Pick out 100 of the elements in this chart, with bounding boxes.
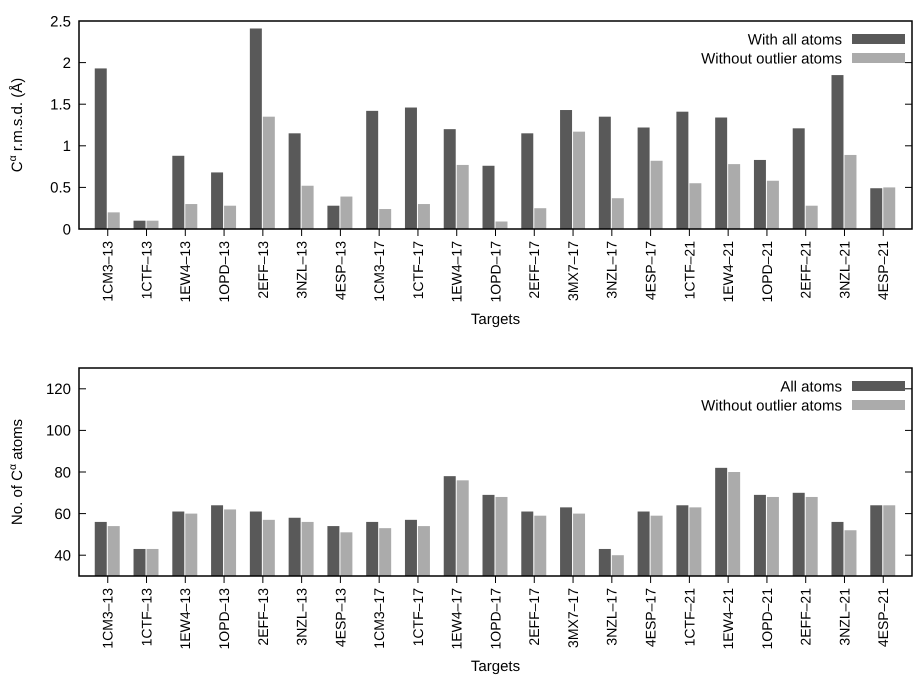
bar xyxy=(94,68,107,229)
bar xyxy=(172,156,184,229)
x-axis-title: Targets xyxy=(470,658,520,675)
legend-label: Without outlier atoms xyxy=(701,50,842,68)
bar xyxy=(754,160,766,229)
bar xyxy=(496,222,508,229)
x-tick-label: 4ESP–13 xyxy=(332,240,348,300)
x-tick-label: 1CM3–13 xyxy=(100,588,116,649)
x-tick-label: 2EFF–21 xyxy=(798,240,814,299)
legend-label: With all atoms xyxy=(748,31,842,48)
y-tick-label: 60 xyxy=(54,506,71,523)
x-tick-label: 3MX7–17 xyxy=(564,588,581,648)
bar xyxy=(573,132,586,229)
bar xyxy=(650,160,663,229)
bar xyxy=(766,180,779,229)
x-tick-label: 2EFF–13 xyxy=(254,240,271,299)
y-tick-label: 0.5 xyxy=(50,180,71,197)
x-tick-label: 1EW4–17 xyxy=(448,588,465,650)
bar xyxy=(883,187,896,229)
bar xyxy=(134,220,146,229)
bar xyxy=(806,206,818,229)
bar xyxy=(444,129,456,229)
bar xyxy=(831,75,844,229)
bar xyxy=(340,196,352,229)
bar xyxy=(288,133,301,229)
bar xyxy=(456,164,469,229)
x-tick-label: 1EW4–13 xyxy=(177,588,194,650)
bar xyxy=(146,220,159,229)
x-tick-label: 1CTF–17 xyxy=(410,240,426,300)
x-tick-label: 1OPD–13 xyxy=(216,240,232,302)
x-tick-label: 1CM3–13 xyxy=(100,240,116,302)
bar xyxy=(598,116,611,229)
x-tick-label: 1CTF–17 xyxy=(410,588,426,646)
x-tick-label: 1OPD–21 xyxy=(758,588,775,650)
bar xyxy=(521,133,534,229)
y-tick-label: 2.5 xyxy=(50,13,71,30)
x-tick-label: 1EW4–17 xyxy=(448,240,465,302)
y-tick-label: 100 xyxy=(46,422,71,440)
y-tick-label: 40 xyxy=(54,547,71,564)
bar xyxy=(366,110,378,229)
bar xyxy=(482,166,494,229)
x-tick-label: 1OPD–13 xyxy=(216,588,232,650)
x-tick-label: 3NZL–13 xyxy=(294,588,310,646)
bar xyxy=(379,209,392,229)
bar xyxy=(262,116,275,229)
bar xyxy=(870,188,882,229)
x-tick-label: 1CTF–21 xyxy=(681,588,698,646)
x-tick-label: 4ESP–13 xyxy=(332,588,348,648)
bar xyxy=(676,112,688,229)
bar xyxy=(108,212,120,229)
x-axis-title: Targets xyxy=(470,311,520,328)
x-tick-label: 3NZL–21 xyxy=(836,240,852,299)
bar xyxy=(534,208,546,229)
y-tick-label: 1 xyxy=(62,138,71,156)
x-tick-label: 1OPD–17 xyxy=(487,240,504,302)
y-tick-label: 80 xyxy=(54,464,71,482)
bar xyxy=(612,198,624,229)
legend-label: Without outlier atoms xyxy=(701,397,842,414)
x-tick-label: 1EW4–21 xyxy=(720,240,736,302)
bar xyxy=(715,118,728,229)
bar xyxy=(560,110,572,229)
bar xyxy=(224,206,236,229)
x-tick-label: 1OPD–21 xyxy=(758,240,775,302)
bar xyxy=(792,128,805,229)
x-tick-label: 3NZL–21 xyxy=(836,588,852,646)
x-tick-label: 1CTF–13 xyxy=(138,240,154,300)
x-tick-label: 3NZL–13 xyxy=(294,240,310,299)
x-tick-label: 1CM3–17 xyxy=(371,588,388,649)
x-tick-label: 3MX7–17 xyxy=(564,240,581,301)
bar xyxy=(728,164,740,229)
y-tick-label: 120 xyxy=(46,381,71,398)
bar xyxy=(250,28,262,229)
x-tick-label: 2EFF–13 xyxy=(254,588,271,646)
x-tick-label: 2EFF–17 xyxy=(526,240,542,299)
x-tick-label: 4ESP–21 xyxy=(875,240,892,300)
x-tick-label: 1EW4–21 xyxy=(720,588,736,650)
x-tick-label: 1EW4–13 xyxy=(177,240,194,302)
bar xyxy=(327,206,340,229)
bar xyxy=(689,183,702,229)
x-tick-label: 1CM3–17 xyxy=(371,240,388,302)
bar xyxy=(404,108,417,229)
x-tick-label: 2EFF–17 xyxy=(526,588,542,646)
x-tick-label: 4ESP–17 xyxy=(642,240,658,300)
y-tick-label: 1.5 xyxy=(50,96,71,114)
x-tick-label: 4ESP–17 xyxy=(642,588,658,648)
bar xyxy=(302,186,314,229)
x-tick-label: 1OPD–17 xyxy=(487,588,504,650)
x-tick-label: 1CTF–21 xyxy=(681,240,698,300)
x-tick-label: 3NZL–17 xyxy=(604,588,620,646)
bar xyxy=(211,172,224,229)
bar xyxy=(185,204,198,229)
bar xyxy=(844,154,856,229)
bar xyxy=(418,204,430,229)
legend-label: All atoms xyxy=(780,378,842,396)
x-tick-label: 3NZL–17 xyxy=(604,240,620,299)
x-tick-label: 4ESP–21 xyxy=(875,588,892,648)
bar xyxy=(638,127,650,229)
x-tick-label: 1CTF–13 xyxy=(138,588,154,646)
x-tick-label: 2EFF–21 xyxy=(798,588,814,646)
y-tick-label: 2 xyxy=(62,54,71,72)
